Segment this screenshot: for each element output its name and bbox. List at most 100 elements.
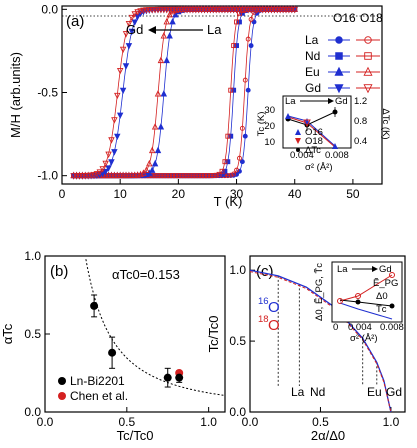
data-point (137, 8, 144, 15)
x-tick-label: 1.0 (383, 415, 400, 429)
marker-nd: Nd (310, 385, 325, 399)
data-point (225, 133, 231, 139)
inset-c-delta-point (355, 299, 361, 305)
x-tick-label: 0.5 (312, 415, 329, 429)
data-point (140, 169, 147, 176)
inset-a-ytick-r08: 0.8 (354, 116, 367, 127)
data-point-ln-bi2201 (163, 373, 172, 382)
data-point (148, 146, 156, 154)
curve-la-o16 (73, 8, 295, 177)
data-point (216, 171, 222, 177)
data-point (108, 159, 115, 166)
legend-marker (335, 36, 343, 44)
data-point (231, 43, 237, 49)
data-point (237, 19, 242, 25)
data-point (146, 169, 153, 176)
data-point (248, 16, 254, 22)
legend-chen: Chen et al. (70, 389, 128, 403)
inset-a-legend-dtc: ΔTc (305, 145, 321, 156)
data-point (122, 63, 130, 70)
inset-c-xtick-0: 0 (333, 322, 338, 333)
data-point (242, 133, 248, 139)
panel-a-label: (a) (66, 13, 84, 30)
x-tick-label: 20 (172, 187, 186, 201)
data-point (163, 56, 170, 64)
inset-a-frame (282, 95, 352, 149)
x-tick-label: 40 (288, 187, 302, 201)
data-point (146, 159, 153, 167)
panel-c-ticks: 0.00.0 0.5 0.5 1.0 1.0 (229, 263, 399, 429)
data-point (234, 43, 239, 49)
inset-a-arrow-la: La (285, 96, 296, 107)
panel-b-label: (b) (50, 263, 68, 280)
panel-b-ylabel: αTc (0, 323, 15, 344)
curve-gd-o18 (73, 8, 295, 177)
data-point (164, 173, 170, 179)
panel-a-xlabel: T (K) (214, 194, 243, 209)
inset-a-legend-o18: O18 (305, 136, 323, 147)
data-point (152, 173, 158, 179)
curve-la-o18 (73, 8, 295, 177)
curve-gd-o16 (73, 8, 295, 177)
inset-c-arrow-gd: Gd (379, 264, 392, 275)
data-point (163, 17, 170, 25)
data-point (228, 133, 234, 139)
data-point (213, 172, 219, 178)
data-point (193, 173, 199, 179)
data-point (190, 173, 196, 179)
inset-a-o16-marker (332, 143, 338, 149)
inset-c-xtick-1: 0.004 (348, 322, 372, 333)
x-tick-label: 30 (230, 187, 244, 201)
marker-la: La (291, 385, 305, 399)
iso-18-sup: 18 (258, 314, 269, 325)
marker-eu: Eu (367, 385, 382, 399)
data-point (205, 173, 210, 179)
inset-a-ytick-10: 10 (264, 137, 275, 148)
iso-16-sup: 16 (258, 296, 269, 307)
data-point (239, 159, 245, 165)
panel-a-inset: La Gd Tc (K) ΔTc (K) 30 20 10 1.2 0.8 0.… (256, 95, 391, 173)
data-point (181, 173, 187, 179)
x-tick-label: 10 (114, 187, 128, 201)
data-point (96, 169, 104, 176)
inset-c-legend-epg: Ẽ_PG (373, 278, 398, 289)
inset-a-xtick-2: 0.008 (325, 150, 349, 161)
data-point (178, 173, 184, 179)
data-point (102, 168, 109, 176)
data-point (155, 173, 161, 179)
legend-marker (335, 52, 343, 60)
data-point (210, 173, 216, 179)
inset-a-legend-o18-marker (295, 138, 301, 144)
data-point (251, 19, 257, 25)
data-point (160, 90, 168, 97)
legend-marker (364, 52, 372, 60)
data-point (102, 160, 109, 168)
y-tick-label: -0.5 (37, 86, 58, 100)
data-point (202, 173, 207, 179)
data-point (99, 166, 106, 173)
data-point (143, 166, 150, 173)
data-point (128, 28, 136, 36)
legend-marker-ln-bi2201 (58, 377, 66, 385)
curve-nd-o18 (73, 8, 295, 177)
inset-a-legend-o16: O16 (305, 127, 323, 138)
panel-c-ylabel: Tc/Tc0 (206, 316, 221, 353)
data-point (134, 9, 141, 16)
data-point-ln-bi2201 (90, 301, 99, 310)
data-point (154, 90, 162, 97)
data-point (248, 43, 254, 49)
curve-eu-o18 (73, 8, 295, 177)
arrow-head (148, 26, 156, 34)
inset-a-ylabel-right: ΔTc (K) (380, 108, 391, 139)
data-point (157, 123, 165, 130)
panel-c-inset: La Gd Δ0, Ẽ_PG, T̃c Ẽ_PG Δ0 T̃c 0 0.004 … (313, 261, 404, 344)
x-tick-label: 0.0 (242, 415, 259, 429)
y-tick-label: 0.5 (24, 327, 41, 341)
legend-marker (334, 66, 344, 76)
data-point (225, 173, 231, 178)
arrow-gd-label: Gd (126, 22, 143, 37)
inset-c-delta-point (389, 303, 395, 309)
legend-marker (363, 66, 373, 76)
data-point (140, 7, 147, 15)
